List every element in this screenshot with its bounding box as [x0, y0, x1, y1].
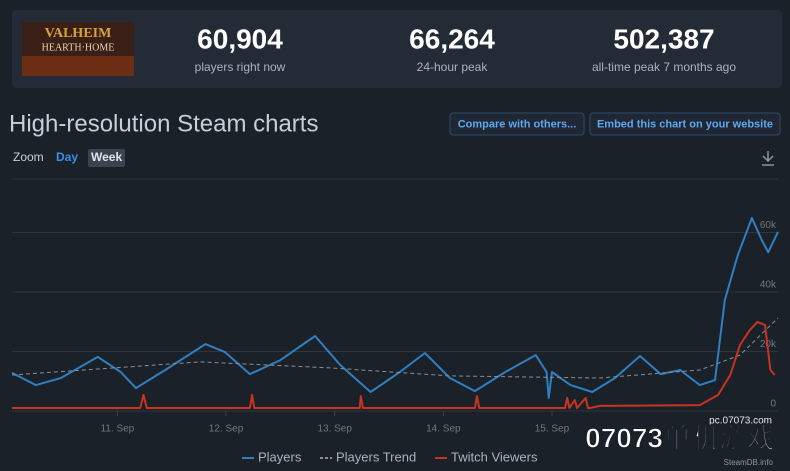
x-tick-label: 13. Sep	[317, 424, 352, 435]
x-tick-label: 11. Sep	[101, 424, 135, 435]
game-logo: VALHEIM	[45, 26, 112, 41]
y-tick-label: 20k	[760, 339, 777, 350]
button-label: Embed this chart on your website	[597, 118, 773, 130]
download-icon[interactable]	[762, 151, 774, 166]
game-image-fire	[22, 56, 134, 76]
button[interactable]	[589, 112, 781, 136]
series-line	[12, 321, 776, 409]
button[interactable]	[449, 112, 585, 136]
credit: SteamDB.info	[724, 458, 774, 467]
watermark-site: pc.07073.com	[709, 416, 772, 427]
series-line	[11, 217, 779, 399]
x-tick-label: 14. Sep	[426, 424, 461, 435]
legend-label: Twitch Viewers	[451, 449, 538, 464]
button-label: Compare with others...	[458, 118, 577, 130]
heading: High-resolution Steam charts	[9, 110, 318, 137]
zoom-label: Zoom	[13, 150, 44, 164]
watermark-brand: 07073单机游戏	[585, 422, 775, 453]
stats: 60,904 players right now 66,264 24-hour pea…	[195, 23, 737, 74]
stat-value: 66,264	[409, 23, 495, 54]
stat-value: 502,387	[613, 23, 714, 54]
x-tick-label: 15. Sep	[535, 424, 570, 435]
zoom-selected	[88, 149, 125, 167]
y-tick-label: 0	[770, 399, 776, 410]
stat-label: all-time peak 7 months ago	[592, 60, 736, 74]
zoom-option[interactable]: Week	[91, 150, 122, 164]
y-tick-label: 40k	[760, 280, 777, 291]
x-tick-label: 12. Sep	[209, 424, 244, 435]
plot: 0 20k 40k 60k 11. Sep 12. Sep 13. Sep 14. Sep 15…	[11, 178, 779, 464]
legend-label: Players Trend	[336, 449, 416, 464]
series-line	[11, 317, 779, 379]
stat-value: 60,904	[197, 23, 283, 54]
y-tick-label: 60k	[760, 220, 777, 231]
stat-label: players right now	[195, 60, 286, 74]
stats-panel	[12, 10, 782, 88]
game-logo-sub: HEARTH·HOME	[42, 42, 115, 53]
legend-label: Players	[258, 449, 302, 464]
stat-label: 24-hour peak	[417, 60, 489, 74]
zoom-option[interactable]: Day	[56, 150, 78, 164]
